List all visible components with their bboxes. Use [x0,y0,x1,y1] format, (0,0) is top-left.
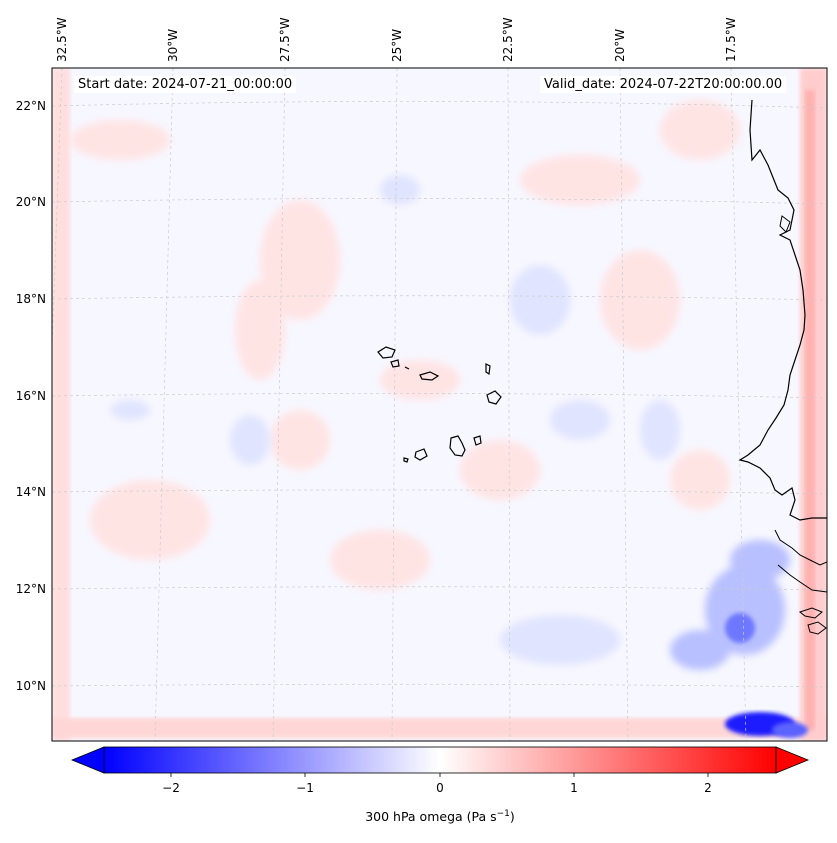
africa-coastline [738,99,827,521]
colorbar-tick: 2 [704,781,712,795]
valid-date-label: Valid_date: 2024-07-22T20:00:00.00 [540,76,787,93]
colorbar-label: 300 hPa omega (Pa s−1) [365,809,515,824]
lat-label: 22°N [16,99,46,113]
colorbar-tick: −1 [296,781,314,795]
start-date-label: Start date: 2024-07-21_00:00:00 [74,76,297,93]
lat-label: 18°N [16,292,46,306]
lon-label: 25°W [390,29,404,62]
colorbar-min-extend [70,746,105,774]
graticule [52,68,827,741]
lat-label: 10°N [16,679,46,693]
lat-label: 20°N [16,195,46,209]
colorbar: −2 −1 0 1 2 300 hPa omega (Pa s−1) [70,746,810,824]
lon-label: 30°W [166,29,180,62]
lat-label: 14°N [16,485,46,499]
lat-label: 16°N [16,389,46,403]
lon-label: 22.5°W [501,17,515,62]
lon-label: 17.5°W [724,17,738,62]
lon-label: 32.5°W [55,17,69,62]
latitude-labels: 22°N 20°N 18°N 16°N 14°N 12°N 10°N [16,99,46,693]
lon-label: 20°W [613,29,627,62]
colorbar-max-extend [775,746,810,774]
map-frame [51,67,828,742]
longitude-labels: 32.5°W 30°W 27.5°W 25°W 22.5°W 20°W 17.5… [55,17,738,62]
colorbar-tick: −2 [162,781,180,795]
colorbar-gradient [104,747,776,773]
colorbar-tick: 1 [570,781,578,795]
colorbar-tick: 0 [436,781,444,795]
omega-field [52,68,827,741]
lat-label: 12°N [16,582,46,596]
lon-label: 27.5°W [278,17,292,62]
cape-verde-islands [377,346,502,463]
